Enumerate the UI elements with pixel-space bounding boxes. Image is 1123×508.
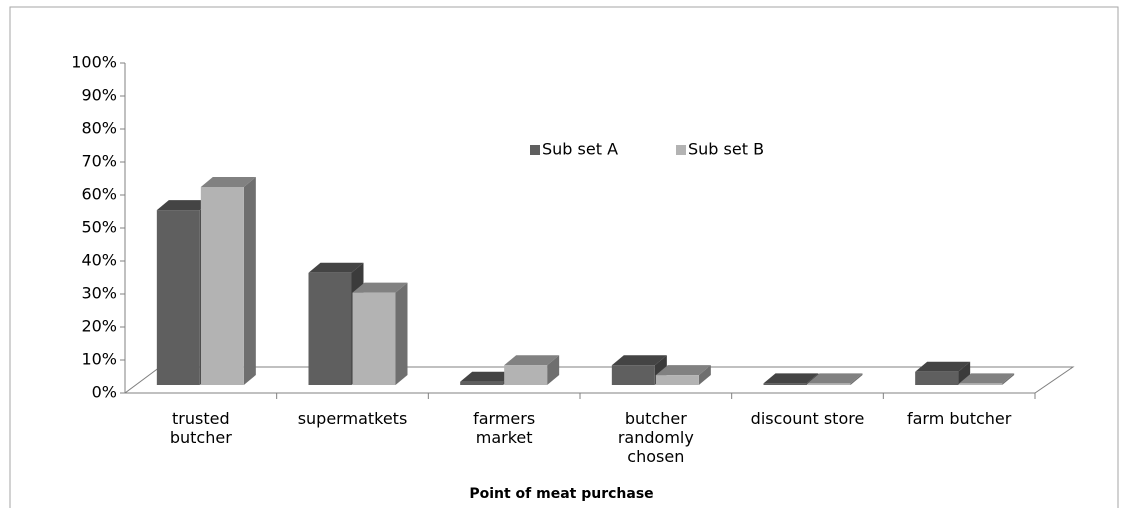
bar-side [850, 373, 863, 385]
bar-side [395, 282, 408, 385]
x-tick-label: butcher randomly chosen [617, 409, 694, 466]
bar-top [352, 282, 408, 293]
bar [352, 292, 396, 385]
x-tick-label: trusted butcher [169, 409, 232, 447]
bar-top [156, 200, 212, 211]
legend-label: Sub set B [688, 140, 764, 159]
bar [200, 187, 244, 385]
y-tick-label: 0% [92, 383, 117, 402]
bar [460, 381, 504, 385]
bar-top [959, 373, 1015, 384]
chart-border [9, 6, 1119, 508]
bar-top [807, 373, 863, 384]
bar-top [504, 355, 560, 366]
bar [156, 210, 200, 385]
y-tick-label: 90% [81, 86, 117, 105]
x-tick-label: farm butcher [906, 409, 1012, 428]
bar [959, 383, 1003, 385]
bar-side [958, 361, 971, 385]
x-tick-label: supermatkets [297, 409, 408, 428]
bar-top [915, 361, 971, 372]
bar-top [763, 373, 819, 384]
bar [504, 365, 548, 385]
bar [915, 371, 959, 385]
bar-top [655, 365, 711, 376]
legend-label: Sub set A [542, 140, 618, 159]
y-tick-label: 30% [81, 284, 117, 303]
bar-side [243, 177, 256, 385]
y-tick-label: 10% [81, 350, 117, 369]
bar [308, 272, 352, 385]
bar [763, 383, 807, 385]
x-tick-label: farmers market [473, 409, 536, 447]
y-tick-label: 60% [81, 185, 117, 204]
bar [611, 365, 655, 385]
bar-side [547, 355, 560, 385]
legend-swatch [676, 145, 686, 155]
y-tick-label: 100% [71, 53, 117, 72]
bar [655, 375, 699, 385]
bar-top [200, 177, 256, 187]
bar-top [460, 371, 516, 382]
legend-swatch [530, 145, 540, 155]
x-axis-title: Point of meat purchase [469, 486, 654, 502]
y-tick-label: 40% [81, 251, 117, 270]
y-tick-label: 70% [81, 152, 117, 171]
bar-top [308, 262, 364, 273]
x-tick-label: discount store [750, 409, 865, 428]
y-tick-label: 80% [81, 119, 117, 138]
bar-side [1002, 373, 1015, 385]
y-tick-label: 20% [81, 317, 117, 336]
bar-top [611, 355, 667, 366]
bar-side [698, 365, 711, 385]
y-tick-label: 50% [81, 218, 117, 237]
bar [807, 383, 851, 385]
